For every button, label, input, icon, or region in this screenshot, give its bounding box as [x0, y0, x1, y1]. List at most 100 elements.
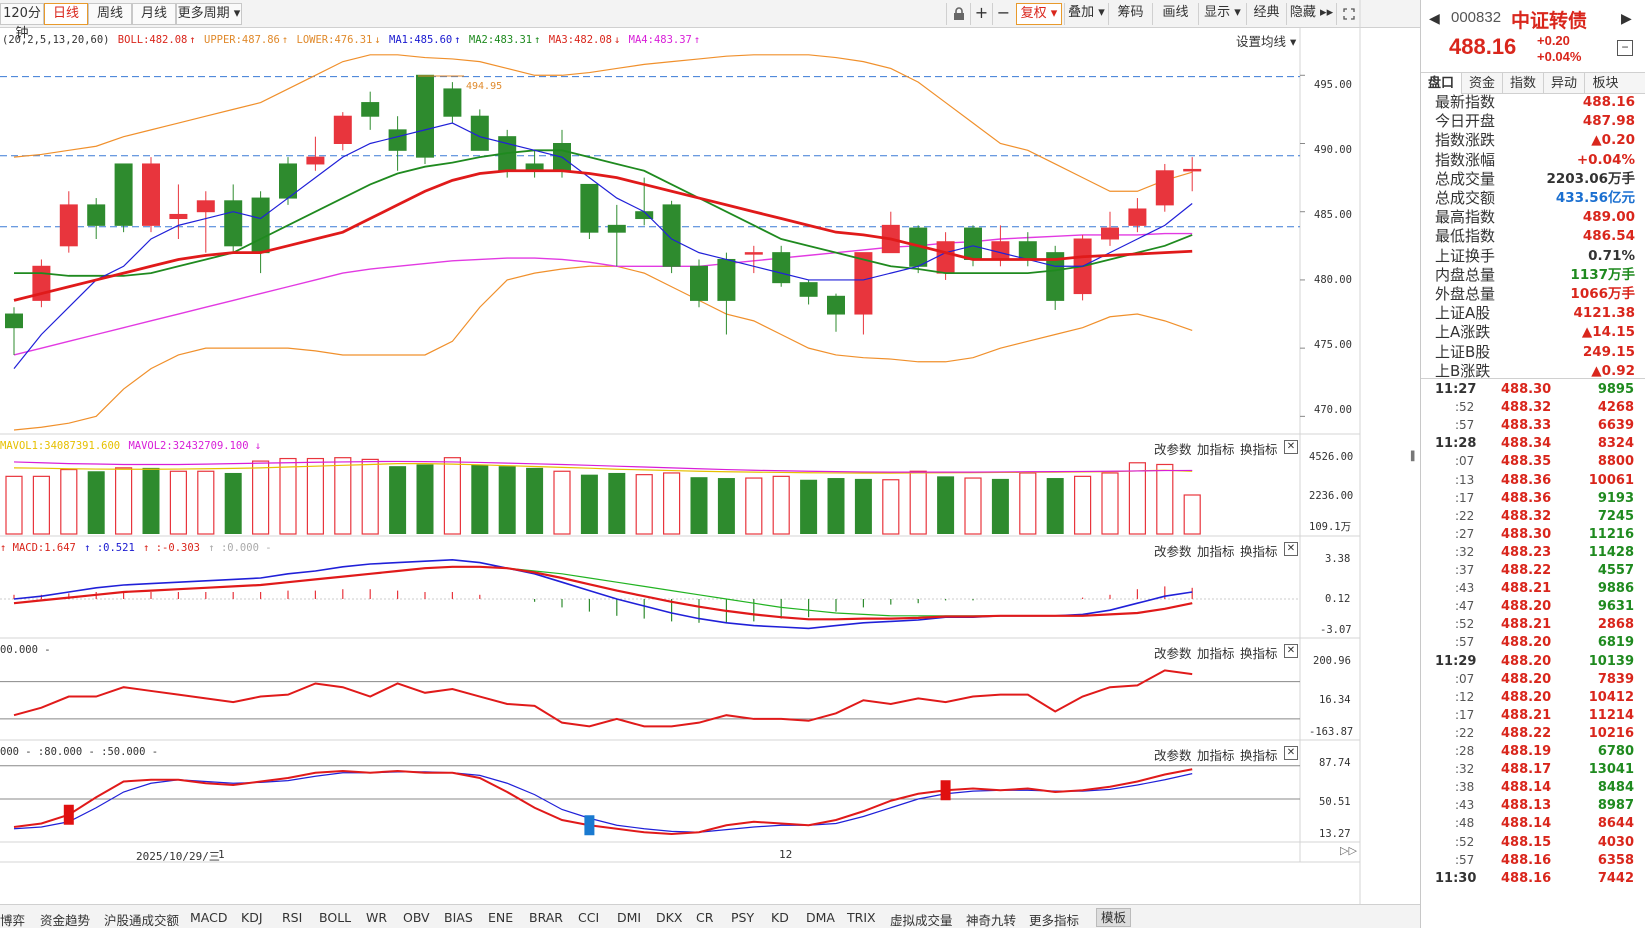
quote-stat-value: 0.71% [1588, 247, 1635, 264]
tab-capital-trend[interactable]: 资金趋势 [40, 913, 91, 928]
prev-stock-icon[interactable]: ◀ [1429, 10, 1440, 26]
tab-dmi[interactable]: DMI [617, 910, 642, 925]
tick-time: :28 [1455, 744, 1475, 758]
classic-button[interactable]: 经典 [1246, 3, 1286, 25]
volume-edit-params-button[interactable]: 改参数 [1154, 442, 1192, 457]
tab-cci[interactable]: CCI [578, 910, 600, 925]
tab-brar[interactable]: BRAR [529, 910, 563, 925]
tab-magic-nine[interactable]: 神奇九转 [966, 913, 1017, 928]
volume-bar [114, 467, 133, 535]
tick-price: 488.21 [1501, 617, 1552, 633]
tab-macd[interactable]: MACD [190, 910, 228, 925]
tick-row: 11:30 488.16 7442 [1421, 869, 1645, 888]
tab-orderbook[interactable]: 盘口 [1421, 73, 1462, 94]
tab-psy[interactable]: PSY [731, 910, 755, 925]
quote-stat-label: 指数涨跌 [1435, 131, 1496, 150]
tick-volume: 8324 [1597, 436, 1634, 452]
tab-boll[interactable]: BOLL [319, 910, 352, 925]
overlay-dropdown[interactable]: 叠加 ▾ [1064, 3, 1108, 25]
tab-northbound[interactable]: 沪股通成交额 [104, 913, 180, 928]
quote-stat-value: 487.98 [1582, 113, 1635, 130]
volume-axis-label: 4526.00 [1309, 451, 1354, 463]
macd-add-indicator-button[interactable]: 加指标 [1197, 544, 1235, 559]
period-daily-button[interactable]: 日线 [44, 3, 88, 25]
tab-sector[interactable]: 板块 [1592, 76, 1619, 91]
lock-icon[interactable] [946, 3, 970, 25]
tick-price: 488.32 [1501, 508, 1552, 524]
tab-index[interactable]: 指数 [1503, 73, 1544, 94]
tick-row: 11:29 488.20 10139 [1421, 652, 1645, 671]
volume-bar [717, 478, 735, 534]
tab-kd[interactable]: KD [771, 910, 789, 925]
kd-edit-params-button[interactable]: 改参数 [1154, 748, 1192, 763]
next-stock-icon[interactable]: ▶ [1621, 10, 1632, 26]
chips-button[interactable]: 筹码 [1108, 3, 1152, 25]
draw-line-button[interactable]: 画线 [1152, 3, 1198, 25]
tab-funds[interactable]: 资金 [1462, 73, 1503, 94]
kd-add-indicator-button[interactable]: 加指标 [1197, 748, 1235, 763]
tab-dma[interactable]: DMA [806, 910, 835, 925]
tab-rsi[interactable]: RSI [282, 910, 303, 925]
ma-settings-dropdown[interactable]: 设置均线 ▾ [1236, 34, 1297, 49]
ma2-line [14, 149, 1193, 277]
tick-volume: 11214 [1588, 707, 1634, 723]
tick-volume: 9895 [1597, 382, 1634, 397]
fullscreen-icon[interactable] [1336, 3, 1360, 25]
quote-stat-value: 1137万手 [1570, 266, 1635, 283]
tab-wr[interactable]: WR [366, 910, 388, 925]
quote-stat-value: 488.16 [1582, 94, 1635, 110]
tab-bias[interactable]: BIAS [444, 910, 473, 925]
scroll-right-icon[interactable]: ▷▷ [1340, 844, 1357, 857]
volume-bar [142, 467, 160, 534]
tab-dkx[interactable]: DKX [656, 910, 683, 925]
tick-volume: 9631 [1597, 599, 1634, 615]
tick-time: :57 [1455, 418, 1475, 433]
candle-body [333, 115, 352, 145]
display-dropdown[interactable]: 显示 ▾ [1198, 3, 1246, 25]
tab-virtual-volume[interactable]: 虚拟成交量 [890, 913, 953, 928]
adjust-rights-dropdown[interactable]: 复权 ▾ [1016, 3, 1062, 25]
macd-axis-label: -3.07 [1320, 624, 1352, 636]
tick-volume: 9886 [1597, 581, 1634, 597]
kd-cross-marker [63, 804, 74, 825]
tick-time: 11:27 [1435, 382, 1477, 397]
tab-movement[interactable]: 异动 [1544, 73, 1585, 94]
volume-swap-indicator-button[interactable]: 换指标 [1240, 442, 1278, 457]
macd-edit-params-button[interactable]: 改参数 [1154, 544, 1192, 559]
close-icon[interactable]: ✕ [1284, 440, 1298, 454]
kd-swap-indicator-button[interactable]: 换指标 [1240, 748, 1278, 763]
tab-more-indicators[interactable]: 更多指标 [1029, 913, 1080, 928]
tab-ene[interactable]: ENE [488, 910, 514, 925]
tab-trix[interactable]: TRIX [847, 910, 876, 925]
close-icon[interactable]: ✕ [1284, 542, 1298, 556]
period-monthly-button[interactable]: 月线 [132, 3, 176, 25]
period-weekly-button[interactable]: 周线 [88, 3, 132, 25]
hide-button[interactable]: 隐藏 ▸▸ [1286, 3, 1336, 25]
tab-kdj[interactable]: KDJ [241, 910, 263, 925]
macd-swap-indicator-button[interactable]: 换指标 [1240, 544, 1278, 559]
period-120min-button[interactable]: 120分钟 [0, 3, 44, 41]
cci-edit-params-button[interactable]: 改参数 [1154, 646, 1192, 661]
tab-cr[interactable]: CR [696, 910, 714, 925]
tick-time: :47 [1455, 599, 1475, 614]
cci-add-indicator-button[interactable]: 加指标 [1197, 646, 1235, 661]
close-icon[interactable]: ✕ [1284, 746, 1298, 760]
zoom-out-icon[interactable]: − [992, 3, 1014, 25]
zoom-in-icon[interactable]: + [970, 3, 992, 25]
tab-game[interactable]: 博弈 [0, 913, 26, 928]
panel-collapse-icon[interactable]: ▌ [1411, 452, 1418, 462]
more-periods-dropdown[interactable]: 更多周期 ▾ [176, 3, 242, 25]
volume-bar [580, 474, 598, 534]
cci-swap-indicator-button[interactable]: 换指标 [1240, 646, 1278, 661]
minimize-icon[interactable]: − [1617, 40, 1633, 56]
tab-obv[interactable]: OBV [403, 910, 430, 925]
candle-body [251, 197, 270, 254]
volume-add-indicator-button[interactable]: 加指标 [1197, 442, 1235, 457]
tick-price: 488.14 [1501, 816, 1552, 832]
close-icon[interactable]: ✕ [1284, 644, 1298, 658]
tab-template[interactable]: 模板 [1096, 908, 1132, 927]
kline-chart[interactable] [0, 0, 1420, 928]
stock-change: +0.20 [1537, 33, 1570, 48]
kd-axis-label: 13.27 [1319, 828, 1351, 840]
tick-volume: 11216 [1588, 526, 1634, 542]
